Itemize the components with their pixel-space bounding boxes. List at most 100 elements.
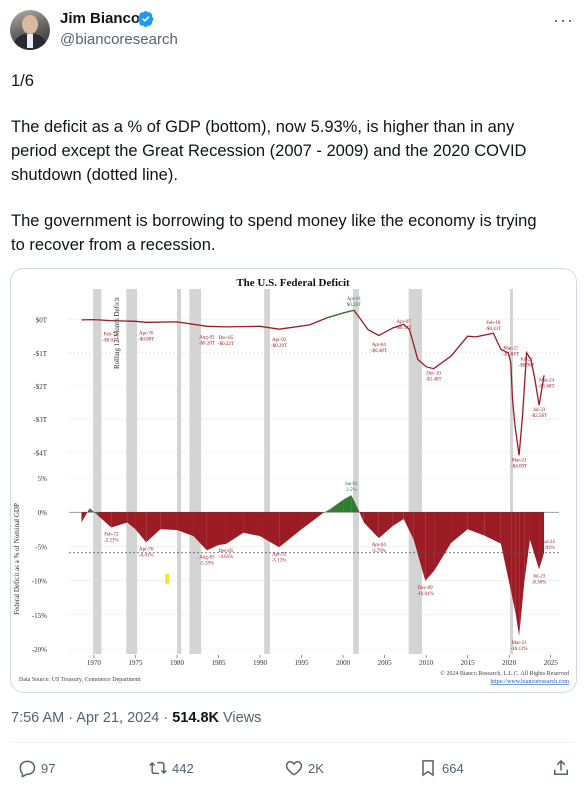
deficit-area-segment (135, 512, 147, 543)
bottom-annotation: Dec-09 (418, 586, 433, 591)
bottom-annotation: Apr-04 (372, 543, 387, 548)
deficit-area-segment (515, 512, 520, 637)
deficit-area-segment (176, 512, 194, 537)
bottom-annotation: -8.36% (532, 580, 547, 585)
more-options-icon[interactable]: ··· (553, 10, 574, 30)
deficit-area-segment (358, 508, 364, 523)
tweet-paragraph-1-line-2: period except the Great Recession (2007 … (11, 142, 527, 160)
bookmark-icon (422, 760, 434, 777)
recession-shade (510, 289, 513, 654)
bottom-annotation: Mar-21 (512, 641, 527, 646)
chart-url[interactable]: https://www.biancoresearch.com (490, 679, 569, 685)
top-ytick-label: -$4T (33, 449, 47, 457)
top-annotation: -$0.14T (396, 326, 412, 331)
bottom-annotation: Apr-76 (139, 547, 154, 552)
deficit-area-segment (193, 512, 207, 551)
views-count: 514.8K (172, 710, 219, 726)
deficit-area-segment (434, 512, 452, 571)
top-annotation: -$0.03T (103, 339, 119, 344)
top-annotation: -$0.96T (519, 363, 535, 368)
reply-button[interactable]: 97 (17, 758, 55, 778)
tweet-meta: 7:56 AM · Apr 21, 2024 · 514.8K Views (11, 710, 261, 726)
avatar-face (22, 15, 38, 34)
timestamp[interactable]: 7:56 AM · Apr 21, 2024 · (11, 710, 173, 726)
top-annotation: -$0.20T (199, 341, 215, 346)
deficit-area-segment (413, 512, 426, 581)
top-annotation: -$0.41T (485, 327, 501, 332)
xtick-label: 1970 (87, 659, 102, 667)
xtick-label: 1975 (128, 659, 143, 667)
deficit-chart: The U.S. Federal Deficit $0T -$1T -$2T -$3T… (11, 269, 576, 692)
recession-shade (93, 289, 102, 654)
tweet-paragraph-2-line-1: The government is borrowing to spend mon… (11, 212, 537, 230)
deficit-area-segment (425, 512, 435, 581)
top-annotation: Aug-83 (199, 335, 215, 340)
top-ytick-label: -$1T (33, 350, 47, 358)
deficit-area-segment (351, 495, 359, 513)
deficit-line (81, 309, 545, 456)
recession-shade (353, 289, 359, 654)
divider (10, 742, 575, 743)
avatar-shirt (27, 34, 33, 48)
bottom-annotation: Dec-85 (219, 549, 234, 554)
deficit-area-segment (378, 512, 393, 539)
top-annotation: -$1.04T (503, 352, 519, 357)
chart-image[interactable]: The U.S. Federal Deficit $0T -$1T -$2T -$3T… (10, 268, 577, 693)
top-annotation: Feb-18 (486, 321, 501, 326)
xtick-label: 2020 (502, 659, 517, 667)
recession-shade (189, 289, 202, 654)
bottom-annotation: -4.41% (139, 553, 154, 558)
bottom-annotation: Feb-72 (104, 532, 119, 537)
bottom-annotation: -5.13% (272, 558, 287, 563)
top-ytick-label: $0T (36, 317, 48, 325)
deficit-area-segment (111, 512, 128, 528)
xtick-label: 1985 (211, 659, 226, 667)
deficit-area-segment (301, 512, 323, 530)
deficit-area-segment (403, 512, 414, 540)
recession-shade (126, 289, 138, 654)
yellow-marker (165, 573, 170, 584)
heart-icon (285, 760, 303, 776)
bottom-ytick-label: -15% (32, 612, 47, 620)
author-name[interactable]: Jim Bianco (60, 10, 141, 27)
xtick-label: 1995 (295, 659, 310, 667)
xtick-label: 2025 (544, 659, 559, 667)
recession-shade (176, 289, 182, 654)
like-button[interactable]: 2K (284, 758, 324, 778)
deficit-area-segment (146, 512, 161, 543)
deficit-area-segment (467, 512, 485, 536)
reply-count: 97 (41, 760, 56, 776)
author-handle[interactable]: @biancoresearch (60, 31, 178, 48)
bottom-annotation: -5.93% (540, 546, 555, 551)
top-annotation: -$0.48T (371, 349, 387, 354)
tweet-paragraph-1-line-1: The deficit as a % of GDP (bottom), now … (11, 118, 515, 136)
top-annotation: Dec-10 (426, 372, 441, 377)
deficit-area-segment (260, 512, 280, 548)
verified-badge-icon (138, 11, 154, 27)
bookmark-button[interactable]: 664 (418, 758, 464, 778)
share-button[interactable] (551, 758, 571, 778)
avatar[interactable] (10, 10, 50, 50)
top-annotation: -$0.22T (218, 342, 234, 347)
deficit-area-segment (519, 512, 525, 637)
repost-button[interactable]: 442 (148, 758, 194, 778)
top-annotation: Jul-23 (533, 408, 546, 413)
repost-count: 442 (172, 760, 194, 776)
chart-title: The U.S. Federal Deficit (236, 277, 350, 289)
top-annotation: Mar-21 (512, 458, 527, 463)
bookmark-count: 664 (442, 760, 464, 776)
top-annotation: Apr-01 (347, 297, 362, 302)
deficit-area-segment (243, 512, 261, 537)
deficit-area-segment (330, 499, 344, 513)
deficit-area-segment (225, 512, 244, 545)
bottom-annotation: Aug-83 (199, 555, 215, 560)
deficit-area-segment (98, 512, 112, 528)
bottom-annotation: Jul-23 (533, 574, 546, 579)
bottom-annotation: Apr-92 (272, 552, 287, 557)
bottom-annotation: -2.23% (104, 538, 119, 543)
share-icon (554, 759, 568, 775)
thread-counter: 1/6 (11, 72, 34, 90)
top-annotation: Apr-92 (272, 338, 287, 343)
deficit-area-segment (81, 508, 90, 523)
top-annotation: Mar-24 (539, 378, 554, 383)
